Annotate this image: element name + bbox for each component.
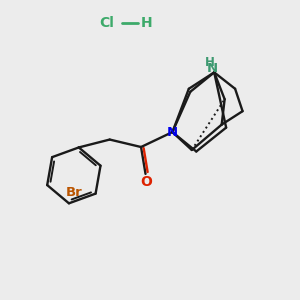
Text: Cl: Cl: [99, 16, 114, 30]
Text: H: H: [141, 16, 153, 30]
Text: H: H: [205, 56, 215, 69]
Text: N: N: [167, 126, 178, 139]
Text: Br: Br: [65, 186, 82, 199]
Text: O: O: [140, 175, 152, 189]
Text: N: N: [207, 62, 218, 75]
